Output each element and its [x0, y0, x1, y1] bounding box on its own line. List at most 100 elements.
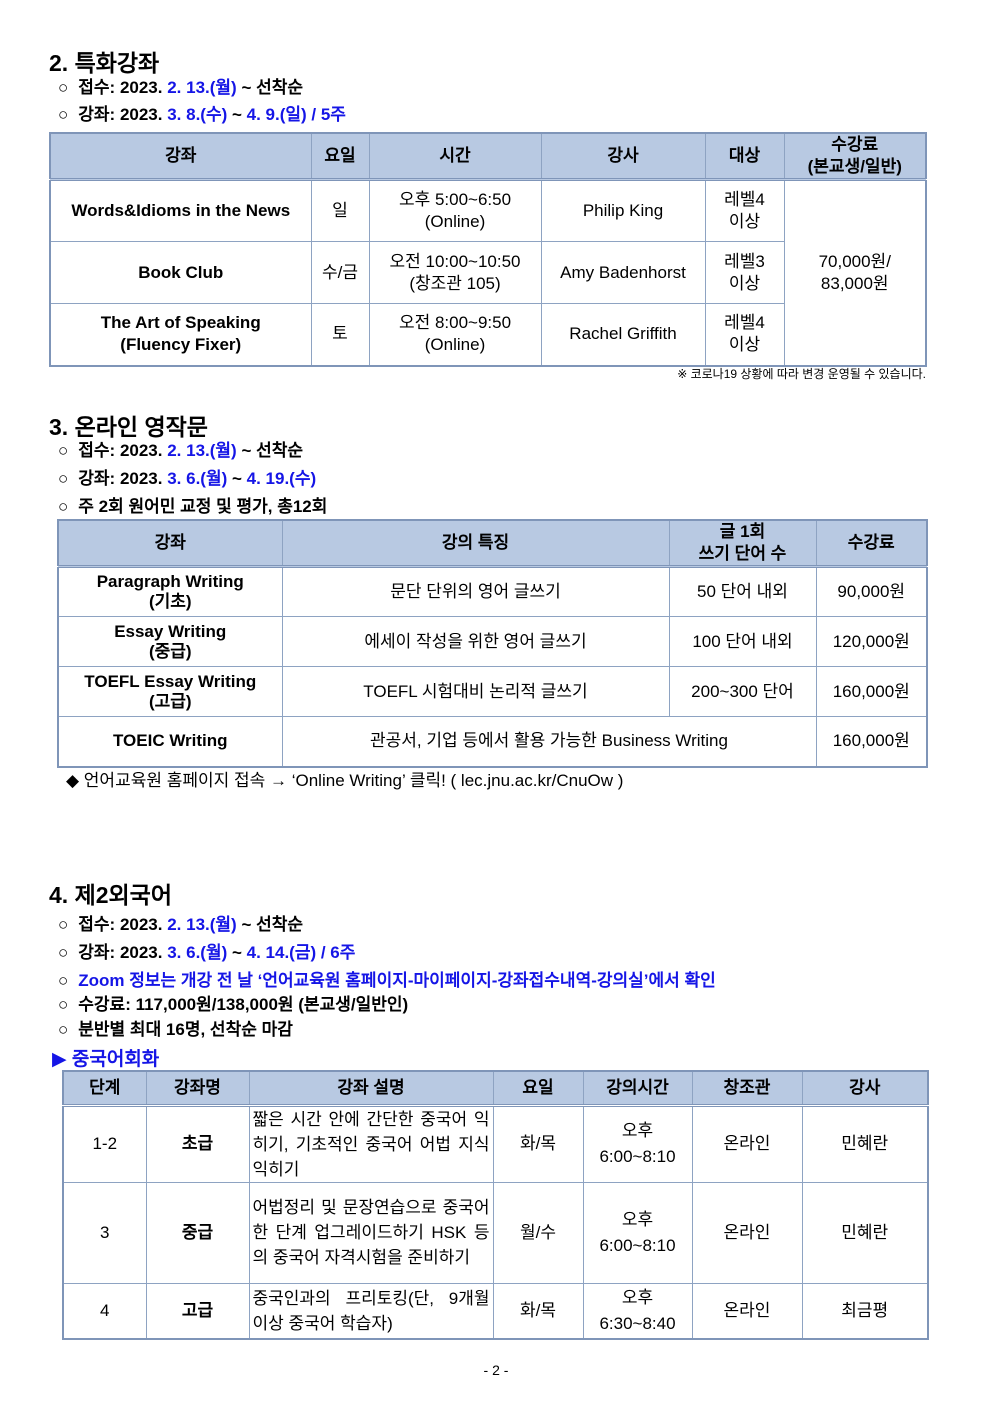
- column-header: 대상: [704, 132, 785, 181]
- word-count-cell: 100 단어 내외: [668, 616, 817, 667]
- description-cell: 어법정리 및 문장연습으로 중국어 한 단계 업그레이드하기 HSK 등의 중국…: [248, 1181, 494, 1284]
- section-2-title: 2. 특화강좌: [49, 50, 160, 76]
- time-cell: 오후 5:00~6:50 (Online): [368, 179, 542, 242]
- column-header: 시간: [368, 132, 542, 181]
- bullet-line: ○ Zoom 정보는 개강 전 날 ‘언어교육원 홈페이지-마이페이지-강좌접수내…: [58, 966, 716, 991]
- target-cell: 레벨4 이상: [704, 179, 785, 242]
- target-cell: 레벨4 이상: [704, 303, 785, 366]
- chinese-course-table: 단계 강좌명 강좌 설명 요일 강의시간 창조관 강사 1-2 초급 짧은 시간 안에 간단한 …: [62, 1070, 929, 1340]
- table-row: 3 중급 어법정리 및 문장연습으로 중국어 한 단계 업그레이드하기 HSK 등의…: [62, 1181, 929, 1284]
- line-segment: / 6주: [316, 943, 356, 962]
- column-header: 수강료 (본교생/일반): [783, 132, 927, 181]
- room-cell: 온라인: [691, 1104, 803, 1183]
- bullet-line: ○ 접수: 2023. 2. 13.(월) ~ 선착순: [58, 910, 303, 935]
- bullet-line: ○ 수강료: 117,000원/138,000원 (본교생/일반인): [58, 990, 408, 1015]
- circle-bullet-icon: ○: [58, 943, 69, 962]
- course-name: TOEFL Essay Writing (고급): [57, 666, 283, 717]
- line-segment: ~ 선착순: [236, 915, 304, 934]
- fee-cell: 120,000원: [815, 616, 928, 667]
- bullet-line: ○ 주 2회 원어민 교정 및 평가, 총12회: [58, 492, 327, 517]
- time-cell: 오전 8:00~9:50 (Online): [368, 303, 542, 366]
- column-header: 요일: [492, 1070, 584, 1107]
- line-segment: 수강료: 117,000원/138,000원 (본교생/일반인): [78, 995, 409, 1014]
- teacher-cell: Rachel Griffith: [540, 303, 706, 366]
- time-cell: 오후 6:00~8:10: [582, 1181, 693, 1284]
- column-header: 강좌명: [145, 1070, 250, 1107]
- bullet-line: ○ 강좌: 2023. 3. 8.(수) ~ 4. 9.(일) / 5주: [58, 100, 346, 125]
- column-header: 강사: [540, 132, 706, 181]
- column-header: 요일: [310, 132, 370, 181]
- feature-cell: 관공서, 기업 등에서 활용 가능한 Business Writing: [281, 716, 817, 767]
- circle-bullet-icon: ○: [58, 469, 69, 488]
- teacher-cell: 민혜란: [801, 1104, 929, 1183]
- table-row: The Art of Speaking (Fluency Fixer) 토 오전 8…: [49, 303, 926, 366]
- circle-bullet-icon: ○: [58, 995, 69, 1014]
- column-header: 단계: [62, 1070, 147, 1107]
- line-segment: 4. 14.(금): [246, 943, 317, 962]
- fee-cell: 160,000원: [815, 716, 928, 767]
- day-cell: 수/금: [310, 241, 370, 304]
- table-row: Paragraph Writing (기초) 문단 단위의 영어 글쓰기 50 단어…: [57, 566, 928, 617]
- feature-cell: 문단 단위의 영어 글쓰기: [281, 566, 670, 617]
- column-header: 강좌: [57, 519, 283, 568]
- circle-bullet-icon: ○: [58, 1020, 69, 1039]
- line-segment: ~ 선착순: [236, 441, 304, 460]
- online-writing-footnote: ◆ 언어교육원 홈페이지 접속 → ‘Online Writing’ 클릭! (…: [66, 771, 624, 790]
- teacher-cell: 민혜란: [801, 1181, 929, 1284]
- fee-cell: 160,000원: [815, 666, 928, 717]
- chinese-conversation-subtitle: ▶ 중국어회화: [52, 1049, 160, 1070]
- circle-bullet-icon: ○: [58, 441, 69, 460]
- course-name: 고급: [145, 1282, 250, 1340]
- circle-bullet-icon: ○: [58, 105, 69, 124]
- level-cell: 3: [62, 1181, 147, 1284]
- column-header: 강의시간: [582, 1070, 693, 1107]
- course-name: Essay Writing (중급): [57, 616, 283, 667]
- line-segment: 접수: 2023.: [78, 78, 168, 97]
- course-name: 중급: [145, 1181, 250, 1284]
- table-row: Words&Idioms in the News 일 오후 5:00~6:50 (O…: [49, 179, 927, 366]
- line-segment: ~: [227, 943, 247, 962]
- table-row: Essay Writing (중급) 에세이 작성을 위한 영어 글쓰기 100 단…: [57, 616, 928, 667]
- line-segment: 분반별 최대 16명, 선착순 마감: [78, 1020, 293, 1039]
- column-header: 강사: [801, 1070, 929, 1107]
- room-cell: 온라인: [691, 1282, 803, 1340]
- day-cell: 일: [310, 179, 370, 242]
- line-segment: ~: [227, 105, 247, 124]
- line-segment: ~ 선착순: [236, 78, 304, 97]
- fee-cell: 90,000원: [815, 566, 928, 617]
- course-name: The Art of Speaking (Fluency Fixer): [49, 303, 312, 366]
- section-4-title: 4. 제2외국어: [49, 882, 173, 908]
- writing-course-table: 강좌 강의 특징 글 1회 쓰기 단어 수 수강료 Paragraph Writing…: [57, 519, 928, 768]
- line-segment: 2. 13.(월): [167, 78, 237, 97]
- course-name: Paragraph Writing (기초): [57, 566, 283, 617]
- covid-note: ※ 코로나19 상황에 따라 변경 운영될 수 있습니다.: [677, 367, 926, 381]
- column-header: 강의 특징: [281, 519, 670, 568]
- table-row: 1-2 초급 짧은 시간 안에 간단한 중국어 익히기, 기초적인 중국어 어법 지…: [62, 1104, 929, 1183]
- special-course-table: 강좌 요일 시간 강사 대상 수강료 (본교생/일반) Words&Idioms in t…: [49, 132, 927, 367]
- line-segment: 3. 8.(수): [167, 105, 228, 124]
- teacher-cell: 최금평: [801, 1282, 929, 1340]
- day-cell: 토: [310, 303, 370, 366]
- time-cell: 오후 6:30~8:40: [582, 1282, 693, 1340]
- line-segment: 강좌: 2023.: [78, 943, 168, 962]
- line-segment: 접수: 2023.: [78, 441, 168, 460]
- line-segment: 2. 13.(월): [167, 915, 237, 934]
- table-row: TOEFL Essay Writing (고급) TOEFL 시험대비 논리적 글…: [57, 666, 928, 717]
- day-cell: 화/목: [492, 1282, 584, 1340]
- feature-cell: TOEFL 시험대비 논리적 글쓰기: [281, 666, 670, 717]
- circle-bullet-icon: ○: [58, 915, 69, 934]
- table-row: Book Club 수/금 오전 10:00~10:50 (창조관 105) Amy …: [49, 241, 926, 304]
- level-cell: 4: [62, 1282, 147, 1340]
- description-cell: 짧은 시간 안에 간단한 중국어 익히기, 기초적인 중국어 어법 지식 익히기: [248, 1104, 494, 1183]
- bullet-line: ○ 접수: 2023. 2. 13.(월) ~ 선착순: [58, 436, 303, 461]
- description-cell: 중국인과의 프리토킹(단, 9개월 이상 중국어 학습자): [248, 1282, 494, 1340]
- target-cell: 레벨3 이상: [704, 241, 785, 304]
- room-cell: 온라인: [691, 1181, 803, 1284]
- time-cell: 오전 10:00~10:50 (창조관 105): [368, 241, 542, 304]
- circle-bullet-icon: ○: [58, 971, 69, 990]
- day-cell: 화/목: [492, 1104, 584, 1183]
- line-segment: Zoom 정보는 개강 전 날 ‘언어교육원 홈페이지-마이페이지-강좌접수내역…: [78, 971, 716, 990]
- level-cell: 1-2: [62, 1104, 147, 1183]
- line-segment: 3. 6.(월): [167, 469, 228, 488]
- course-name: Book Club: [49, 241, 312, 304]
